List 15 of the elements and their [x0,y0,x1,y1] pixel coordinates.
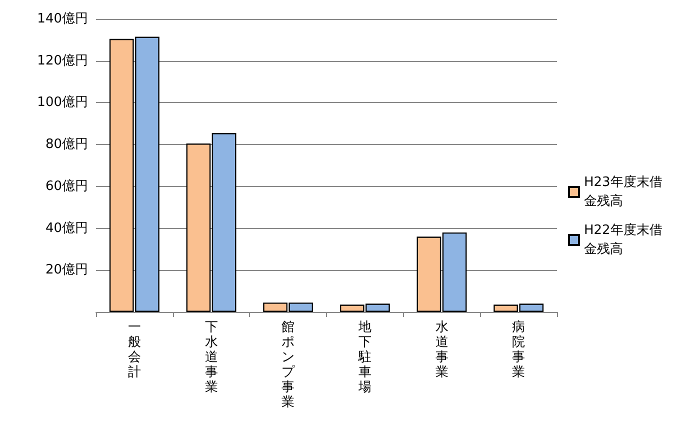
x-tick-label: 病院事業 [512,320,526,380]
y-tick-label: 100億円 [37,95,88,110]
y-tick-label: 140億円 [37,12,88,26]
x-tick-label: 水道事業 [435,320,448,380]
y-tick-label: 120億円 [37,53,88,68]
legend-label: H23年度末借金残高 [584,174,662,209]
y-tick-label: 20億円 [45,262,88,278]
x-tick-label: 地下駐車場 [357,320,372,395]
y-tick-label: 60億円 [45,178,88,194]
y-tick-label: 80億円 [45,137,88,152]
x-tick-label: 館ポンプ事業 [282,320,296,410]
y-tick-label: 40億円 [45,220,88,236]
x-tick-label: 下水道事業 [204,320,218,395]
x-tick-label: 一般会計 [128,320,141,380]
legend-label: H22年度末借金残高 [584,222,662,257]
